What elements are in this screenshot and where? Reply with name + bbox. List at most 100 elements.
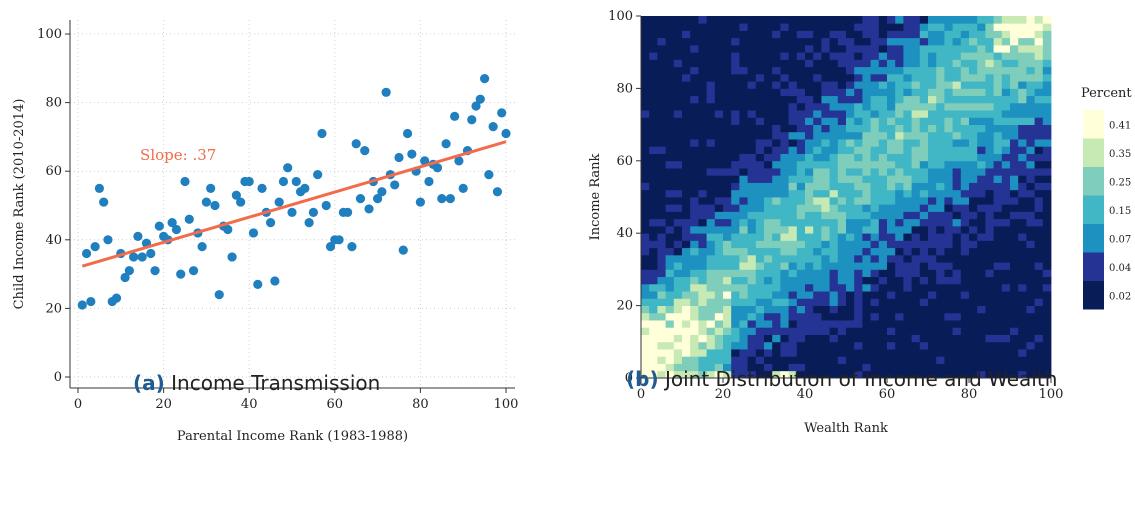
heatmap-cell	[944, 37, 953, 46]
heatmap-cell	[813, 131, 822, 140]
heatmap-cell	[649, 204, 658, 212]
heatmap-cell	[780, 204, 789, 212]
heatmap-cell	[665, 139, 675, 147]
heatmap-cell	[960, 139, 970, 147]
heatmap-cell	[805, 30, 814, 39]
heatmap-cell	[985, 276, 994, 285]
heatmap-cell	[878, 254, 888, 263]
heatmap-cell	[821, 370, 830, 379]
heatmap-cell	[878, 283, 888, 292]
heatmap-cell	[690, 110, 699, 118]
heatmap-cell	[682, 168, 691, 176]
y-tick-label: 0	[625, 371, 633, 386]
heatmap-cell	[1010, 291, 1019, 299]
scatter-point	[278, 176, 289, 187]
heatmap-cell	[985, 168, 994, 176]
heatmap-cell	[919, 327, 929, 335]
heatmap-cell	[846, 349, 855, 357]
heatmap-cell	[649, 269, 658, 278]
heatmap-cell	[665, 240, 675, 249]
heatmap-cell	[731, 211, 740, 220]
heatmap-cell	[952, 139, 962, 147]
heatmap-cell	[706, 131, 716, 140]
heatmap-cell	[944, 312, 953, 321]
heatmap-cell	[706, 312, 716, 321]
heatmap-cell	[960, 95, 970, 104]
heatmap-cell	[837, 291, 847, 299]
heatmap-cell	[714, 146, 724, 154]
heatmap-cell	[821, 95, 830, 104]
heatmap-cell	[813, 59, 822, 68]
heatmap-cell	[641, 247, 650, 256]
heatmap-cell	[739, 175, 748, 183]
heatmap-cell	[796, 211, 806, 220]
heatmap-cell	[665, 269, 675, 278]
heatmap-cell	[1034, 225, 1044, 234]
heatmap-cell	[846, 44, 855, 53]
heatmap-cell	[969, 349, 978, 357]
heatmap-cell	[665, 349, 675, 357]
heatmap-cell	[878, 197, 888, 205]
heatmap-cell	[960, 160, 970, 169]
heatmap-cell	[641, 182, 650, 191]
heatmap-cell	[887, 341, 896, 350]
heatmap-cell	[706, 334, 716, 343]
heatmap-cell	[993, 44, 1003, 53]
x-tick-label: 100	[1039, 387, 1064, 402]
heatmap-cell	[698, 349, 707, 357]
heatmap-cell	[796, 168, 806, 176]
heatmap-cell	[690, 327, 699, 335]
heatmap-cell	[854, 276, 863, 285]
heatmap-cell	[755, 88, 765, 97]
heatmap-cell	[862, 73, 871, 82]
heatmap-cell	[673, 117, 683, 125]
scatter-point	[394, 152, 404, 163]
heatmap-cell	[829, 88, 839, 97]
heatmap-cell	[895, 102, 904, 111]
heatmap-cell	[698, 276, 707, 285]
scatter-point	[287, 207, 297, 217]
heatmap-cell	[805, 254, 814, 263]
heatmap-cell	[985, 363, 994, 372]
heatmap-cell	[821, 204, 830, 212]
heatmap-cell	[1034, 175, 1044, 183]
heatmap-cell	[993, 363, 1003, 372]
heatmap-cell	[723, 153, 732, 162]
heatmap-cell	[1042, 305, 1052, 314]
heatmap-cell	[993, 356, 1003, 364]
heatmap-cell	[698, 283, 707, 292]
heatmap-cell	[829, 23, 839, 31]
heatmap-cell	[969, 233, 978, 241]
heatmap-cell	[755, 334, 765, 343]
heatmap-cell	[846, 320, 855, 328]
heatmap-cell	[846, 204, 855, 212]
heatmap-cell	[829, 262, 839, 270]
heatmap-cell	[747, 218, 757, 227]
heatmap-cell	[1010, 305, 1019, 314]
heatmap-cell	[985, 139, 994, 147]
heatmap-cell	[1034, 102, 1044, 111]
heatmap-cell	[780, 30, 789, 39]
heatmap-cell	[985, 175, 994, 183]
heatmap-cell	[780, 81, 789, 89]
heatmap-cell	[936, 52, 945, 60]
heatmap-cell	[714, 305, 724, 314]
heatmap-cell	[1034, 59, 1044, 68]
heatmap-cell	[1026, 218, 1035, 227]
heatmap-cell	[796, 139, 806, 147]
heatmap-cell	[698, 168, 707, 176]
heatmap-cell	[903, 182, 912, 191]
heatmap-cell	[985, 262, 994, 270]
heatmap-cell	[1001, 139, 1011, 147]
heatmap-cell	[887, 153, 896, 162]
heatmap-cell	[1034, 204, 1044, 212]
heatmap-cell	[739, 124, 748, 133]
heatmap-cell	[944, 211, 953, 220]
heatmap-cell	[665, 16, 675, 24]
heatmap-cell	[698, 247, 707, 256]
heatmap-cell	[649, 327, 658, 335]
heatmap-cell	[764, 110, 773, 118]
heatmap-cell	[1026, 110, 1035, 118]
heatmap-cell	[870, 233, 880, 241]
heatmap-cell	[887, 356, 896, 364]
